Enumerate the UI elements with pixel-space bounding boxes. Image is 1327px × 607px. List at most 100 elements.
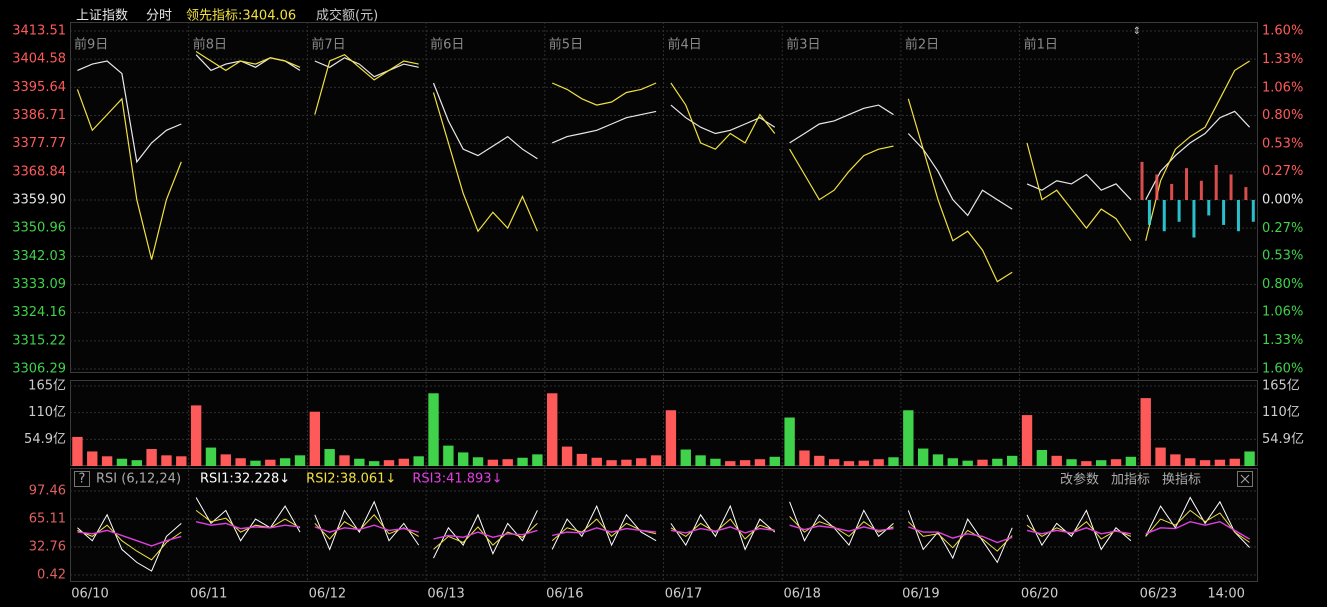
volume-bar xyxy=(1081,461,1092,466)
diff-bar xyxy=(1199,180,1203,200)
indicator-button[interactable]: 改参数 xyxy=(1060,472,1099,488)
diff-bar xyxy=(1251,200,1255,222)
y-tick-label: 3413.51 xyxy=(12,24,66,39)
help-icon[interactable]: ? xyxy=(79,472,86,487)
volume-tick-label-right: 110亿 xyxy=(1262,405,1300,420)
lead-line xyxy=(907,98,1013,283)
volume-bar xyxy=(339,455,350,466)
volume-bar xyxy=(784,417,795,466)
price-line xyxy=(1145,110,1251,200)
diff-bar xyxy=(1177,200,1181,222)
price-line xyxy=(907,133,1013,217)
volume-bar xyxy=(161,455,172,466)
date-label: 06/17 xyxy=(665,587,702,602)
close-icon[interactable] xyxy=(1240,474,1250,484)
volume-bar xyxy=(279,458,291,466)
volume-tick-label: 165亿 xyxy=(28,379,66,394)
day-label: 前8日 xyxy=(193,37,227,53)
indicator-button[interactable]: 换指标 xyxy=(1162,473,1201,488)
y-tick-label: 3315.22 xyxy=(12,333,66,348)
volume-bar xyxy=(858,460,869,466)
volume-bar xyxy=(265,459,276,466)
close-box[interactable] xyxy=(1237,471,1253,487)
rsi2-line xyxy=(670,518,775,540)
volume-bar xyxy=(636,458,647,466)
rsi2-line xyxy=(551,518,657,542)
volume-bar xyxy=(903,410,914,466)
day-label: 前1日 xyxy=(1024,37,1058,53)
volume-bar xyxy=(72,436,83,466)
rsi3-line xyxy=(314,524,419,533)
close-button[interactable] xyxy=(1237,471,1253,487)
y-tick-label: 3404.58 xyxy=(12,52,66,67)
day-label: 前3日 xyxy=(786,37,820,53)
rsi1-line xyxy=(789,501,894,547)
price-line xyxy=(789,104,894,144)
volume-bar xyxy=(1199,460,1211,466)
volume-bar xyxy=(235,458,246,466)
volume-bar xyxy=(1096,460,1107,466)
y-tick-label: 3350.96 xyxy=(12,221,66,236)
volume-bar xyxy=(205,447,217,466)
volume-bar xyxy=(843,461,855,466)
y2-tick-label: 1.60% xyxy=(1262,362,1303,377)
lead-line xyxy=(195,50,301,72)
time-label: 14:00 xyxy=(1207,587,1244,602)
drag-icon[interactable]: ⇕ xyxy=(1133,26,1141,37)
volume-bar xyxy=(1229,458,1240,466)
volume-bar xyxy=(1185,458,1196,466)
diff-bar xyxy=(1214,165,1218,200)
date-label: 06/11 xyxy=(190,587,227,602)
diff-bar xyxy=(1140,161,1144,200)
volume-bar xyxy=(1244,451,1255,466)
volume-bar xyxy=(725,461,736,466)
lead-line xyxy=(670,82,776,150)
diff-bar xyxy=(1162,200,1166,232)
volume-bar xyxy=(458,452,469,466)
rsi1-line xyxy=(314,500,420,551)
date-label: 06/23 xyxy=(1140,587,1177,602)
y-tick-label: 3377.77 xyxy=(12,136,66,151)
volume-bar xyxy=(101,456,113,466)
rsi2-line xyxy=(433,523,538,550)
volume-bar xyxy=(695,455,706,466)
lead-line xyxy=(314,54,419,115)
volume-bar xyxy=(116,458,128,466)
volume-bar xyxy=(472,457,484,466)
volume-bar xyxy=(769,456,780,466)
rsi1-line xyxy=(670,504,776,551)
volume-bar xyxy=(561,446,573,466)
volume-bar xyxy=(413,456,424,466)
rsi3-line xyxy=(908,526,1013,544)
rsi3-line xyxy=(77,529,182,547)
rsi-tick-label: 97.46 xyxy=(29,484,66,499)
rsi2-line xyxy=(195,510,301,533)
rsi-legend: RSI2:38.061↓ xyxy=(306,472,396,487)
lead-line xyxy=(76,89,182,260)
lead-line xyxy=(432,92,538,233)
diff-bar xyxy=(1229,174,1233,200)
date-label: 06/10 xyxy=(71,587,108,602)
rsi3-line xyxy=(195,521,301,530)
volume-bar xyxy=(1125,456,1137,466)
volume-bar xyxy=(487,459,499,466)
y2-tick-label: 0.27% xyxy=(1262,164,1303,179)
rsi3-line xyxy=(433,529,538,540)
volume-bar xyxy=(517,457,528,466)
volume-bar xyxy=(977,459,988,466)
volume-bar xyxy=(710,458,721,466)
volume-bar xyxy=(680,449,691,466)
rsi3-line xyxy=(1026,527,1132,535)
help-box[interactable] xyxy=(74,471,90,487)
volume-bar xyxy=(962,460,973,466)
volume-bar xyxy=(650,455,662,466)
price-line xyxy=(432,82,538,160)
y2-tick-label: 0.27% xyxy=(1262,221,1303,236)
y2-tick-label: 0.53% xyxy=(1262,248,1303,263)
volume-bar xyxy=(428,393,439,466)
indicator-button[interactable]: 加指标 xyxy=(1111,473,1150,488)
price-line xyxy=(1026,173,1132,201)
lead-indicator: 领先指标:3404.06 xyxy=(186,9,296,24)
volume-bar xyxy=(1066,459,1077,466)
